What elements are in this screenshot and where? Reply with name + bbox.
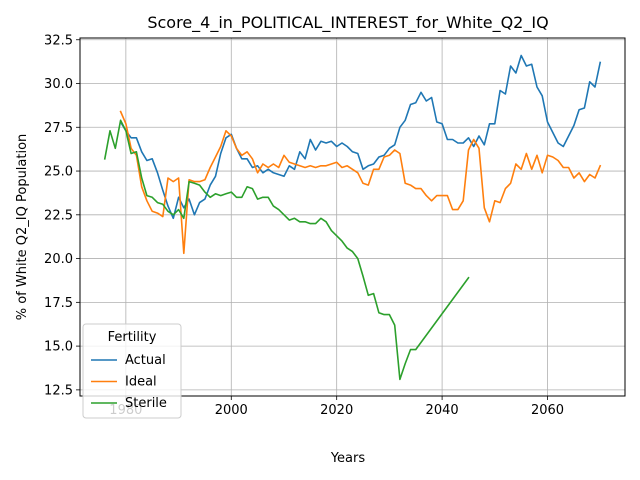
- x-tick-label: 2020: [320, 403, 353, 418]
- y-tick-label: 25.0: [44, 165, 73, 180]
- y-tick-label: 27.5: [44, 121, 73, 136]
- legend-entry-actual: Actual: [125, 353, 166, 368]
- x-tick-label: 2000: [215, 403, 248, 418]
- y-tick-label: 32.5: [44, 33, 73, 48]
- series-layer: [103, 54, 602, 381]
- y-tick-label: 30.0: [44, 77, 73, 92]
- legend-box: [82, 323, 182, 419]
- legend: Fertility Actual Ideal Sterile: [82, 323, 182, 419]
- y-axis: 12.5 15.0 17.5 20.0 22.5 25.0 27.5 30.0 32.5: [44, 33, 80, 398]
- y-axis-label: % of White Q2_IQ Population: [15, 134, 30, 321]
- series-line-actual: [119, 54, 602, 220]
- y-tick-label: 20.0: [44, 252, 73, 267]
- x-axis-label: Years: [330, 451, 366, 466]
- series-line-sterile: [103, 119, 470, 381]
- y-tick-label: 22.5: [44, 208, 73, 223]
- y-tick-label: 17.5: [44, 296, 73, 311]
- y-tick-label: 12.5: [44, 383, 73, 398]
- chart-title: Score_4_in_POLITICAL_INTEREST_for_White_…: [147, 13, 548, 33]
- x-tick-label: 2040: [426, 403, 459, 418]
- x-tick-label: 2060: [531, 403, 564, 418]
- legend-entry-sterile: Sterile: [125, 396, 167, 411]
- legend-entry-ideal: Ideal: [125, 375, 157, 390]
- series-line-ideal: [119, 110, 602, 255]
- legend-title: Fertility: [108, 330, 157, 345]
- y-tick-label: 15.0: [44, 340, 73, 355]
- plot-frame: [79, 37, 626, 397]
